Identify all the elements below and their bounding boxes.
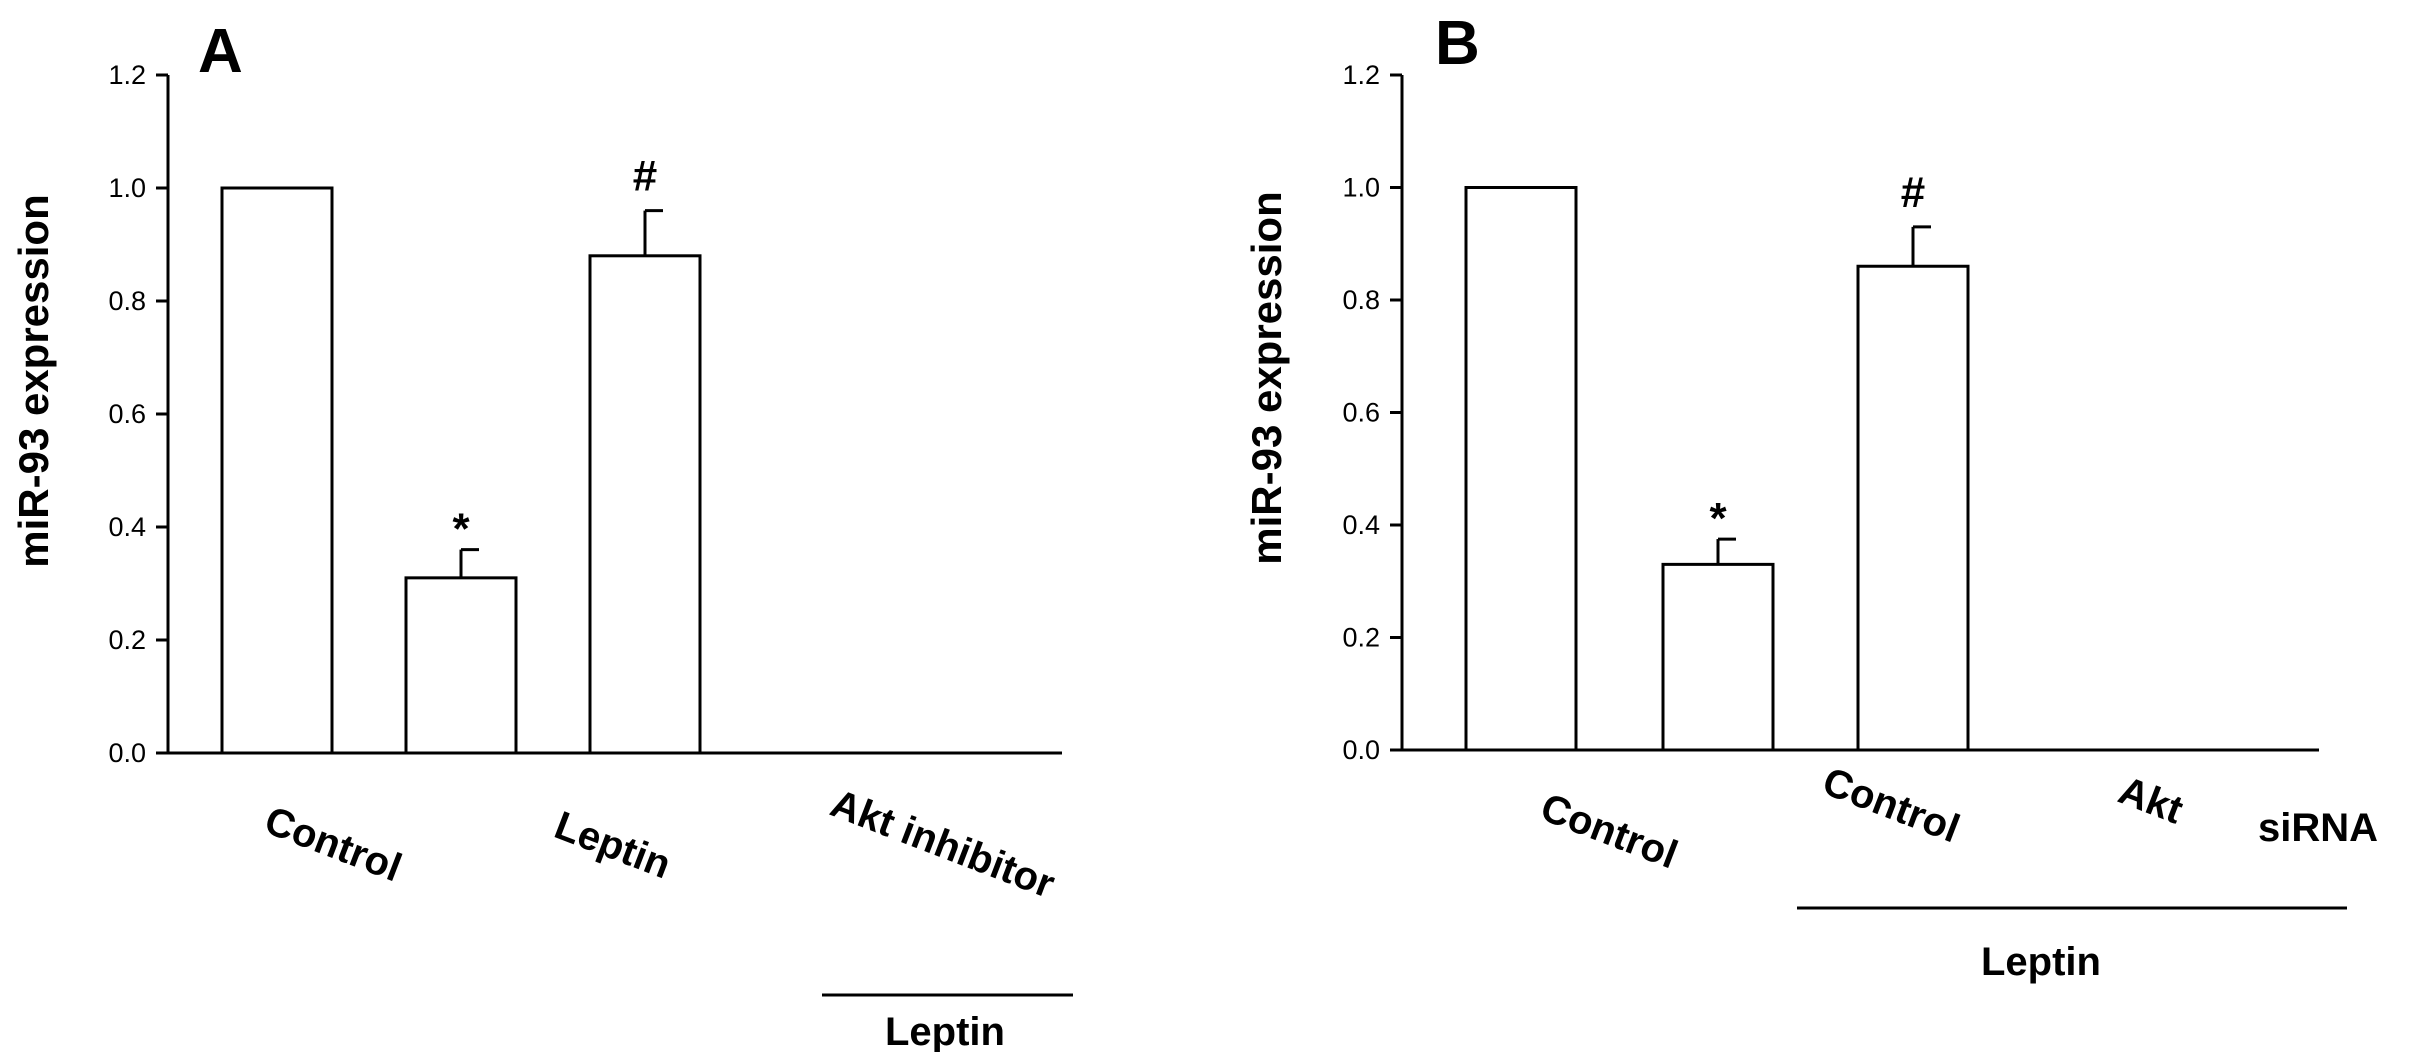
panel-a-category-label: Leptin — [549, 803, 677, 887]
panel-a-y-axis-label: miR-93 expression — [10, 194, 57, 568]
panel-b-category-label: Control — [1817, 759, 1966, 851]
panel-b-y-tick-label: 0.8 — [1342, 285, 1380, 315]
panel-a-y-ticks: 0.0 0.2 0.4 0.6 0.8 1.0 1.2 — [108, 60, 168, 768]
panel-b-group-label: Leptin — [1981, 940, 2101, 984]
panel-b-y-tick-label: 1.2 — [1342, 60, 1380, 90]
panel-b-label: B — [1435, 9, 1480, 78]
panel-a-bar — [220, 186, 334, 755]
panel-b-bar — [1856, 264, 1970, 752]
panel-b: B miR-93 expression 0.0 0.2 0.4 0.6 0.8 1.0 1.… — [1243, 9, 2378, 984]
panel-b-bar — [1464, 186, 1578, 752]
panel-a-category-label: Akt inhibitor — [825, 781, 1061, 906]
panel-a-significance-mark: # — [633, 152, 657, 201]
panel-b-y-tick-label: 0.2 — [1342, 623, 1380, 653]
panel-a-label: A — [198, 17, 243, 86]
panel-b-significance-mark: # — [1901, 168, 1925, 217]
panel-a-y-tick-label: 0.8 — [108, 286, 146, 316]
panel-a-y-tick-label: 0.4 — [108, 512, 146, 542]
panel-b-bar — [1661, 562, 1775, 752]
panel-b-y-tick-label: 0.6 — [1342, 398, 1380, 428]
panel-a-category-label: Control — [259, 798, 408, 890]
panel-b-y-ticks: 0.0 0.2 0.4 0.6 0.8 1.0 1.2 — [1342, 60, 1402, 765]
panel-a-y-tick-label: 1.2 — [108, 60, 146, 90]
panel-a-y-tick-label: 0.0 — [108, 738, 146, 768]
panel-b-y-tick-label: 0.4 — [1342, 510, 1380, 540]
panel-a-y-tick-label: 0.6 — [108, 399, 146, 429]
panel-b-bars: *# — [1464, 168, 1970, 752]
panel-b-significance-mark: * — [1709, 494, 1727, 543]
panel-b-sirna-label: siRNA — [2258, 806, 2378, 850]
panel-a: A miR-93 expression 0.0 0.2 0.4 0.6 0.8 1.0 1.… — [10, 17, 1073, 1052]
panel-a-group-label: Leptin — [885, 1010, 1005, 1052]
panel-a-bars: *# — [220, 152, 702, 755]
panel-a-bar — [404, 576, 518, 755]
panel-a-y-tick-label: 0.2 — [108, 625, 146, 655]
panel-b-y-tick-label: 1.0 — [1342, 173, 1380, 203]
panel-a-bar — [588, 254, 702, 755]
panel-b-category-label: Akt — [2113, 768, 2189, 832]
panel-a-y-tick-label: 1.0 — [108, 173, 146, 203]
panel-b-y-tick-label: 0.0 — [1342, 735, 1380, 765]
panel-b-y-axis-label: miR-93 expression — [1243, 191, 1290, 565]
panel-a-significance-mark: * — [452, 505, 470, 554]
panel-b-category-label: Control — [1535, 785, 1684, 877]
